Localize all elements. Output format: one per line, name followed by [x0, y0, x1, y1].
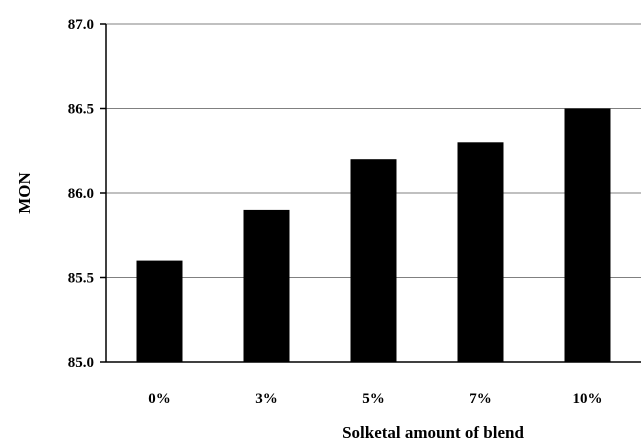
x-axis-title: Solketal amount of blend	[342, 423, 524, 442]
bar-7pct	[457, 142, 504, 362]
x-tick-label: 7%	[469, 391, 492, 407]
x-tick-label: 0%	[148, 391, 171, 407]
y-tick-label: 85.5	[68, 271, 94, 287]
bars	[136, 108, 611, 362]
x-tick-label: 3%	[255, 391, 278, 407]
x-tick-label: 10%	[573, 391, 603, 407]
x-tick-labels: 0% 3% 5% 7% 10%	[148, 391, 602, 407]
x-tick-label: 5%	[362, 391, 385, 407]
bar-0pct	[136, 260, 183, 362]
y-axis-title: MON	[15, 172, 34, 214]
y-tick-label: 86.5	[68, 102, 94, 118]
y-tick-labels: 85.0 85.5 86.0 86.5 87.0	[68, 17, 106, 371]
y-tick-label: 87.0	[68, 17, 94, 33]
bar-5pct	[350, 159, 397, 362]
y-tick-label: 85.0	[68, 355, 94, 371]
y-tick-label: 86.0	[68, 186, 94, 202]
bar-10pct	[564, 108, 611, 362]
bar-3pct	[243, 209, 290, 362]
